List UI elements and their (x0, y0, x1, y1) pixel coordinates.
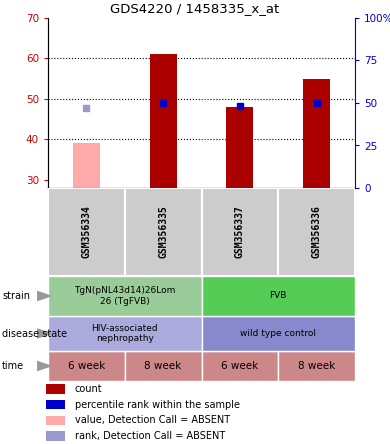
Text: TgN(pNL43d14)26Lom
26 (TgFVB): TgN(pNL43d14)26Lom 26 (TgFVB) (74, 286, 176, 306)
Text: 8 week: 8 week (298, 361, 335, 371)
Text: GSM356335: GSM356335 (158, 206, 168, 258)
Bar (125, 188, 202, 276)
Bar (73, 143, 100, 188)
Polygon shape (37, 361, 53, 371)
Text: count: count (75, 384, 103, 394)
Bar (202, 188, 278, 276)
Text: percentile rank within the sample: percentile rank within the sample (75, 400, 240, 410)
Text: 8 week: 8 week (145, 361, 182, 371)
Bar (125, 351, 202, 381)
Bar (150, 55, 177, 188)
Bar (48, 276, 202, 316)
Text: time: time (2, 361, 24, 371)
Text: strain: strain (2, 291, 30, 301)
Bar (46, 416, 66, 425)
Text: GDS4220 / 1458335_x_at: GDS4220 / 1458335_x_at (110, 3, 280, 16)
Polygon shape (37, 291, 53, 301)
Text: GSM356337: GSM356337 (235, 206, 245, 258)
Bar (227, 107, 254, 188)
Bar (46, 432, 66, 441)
Text: 6 week: 6 week (221, 361, 259, 371)
Bar (46, 384, 66, 393)
Text: GSM356334: GSM356334 (82, 206, 91, 258)
Text: HIV-associated
nephropathy: HIV-associated nephropathy (91, 324, 158, 343)
Text: FVB: FVB (269, 292, 287, 301)
Bar (202, 351, 278, 381)
Text: value, Detection Call = ABSENT: value, Detection Call = ABSENT (75, 416, 230, 425)
Bar (48, 188, 125, 276)
Polygon shape (37, 328, 53, 339)
Bar (202, 276, 355, 316)
Bar (278, 188, 355, 276)
Text: GSM356336: GSM356336 (312, 206, 322, 258)
Text: disease state: disease state (2, 329, 67, 338)
Bar (48, 316, 202, 351)
Bar (46, 400, 66, 409)
Text: rank, Detection Call = ABSENT: rank, Detection Call = ABSENT (75, 431, 225, 441)
Text: wild type control: wild type control (240, 329, 316, 338)
Bar (303, 79, 330, 188)
Bar (202, 316, 355, 351)
Text: 6 week: 6 week (68, 361, 105, 371)
Bar (48, 351, 125, 381)
Bar (278, 351, 355, 381)
